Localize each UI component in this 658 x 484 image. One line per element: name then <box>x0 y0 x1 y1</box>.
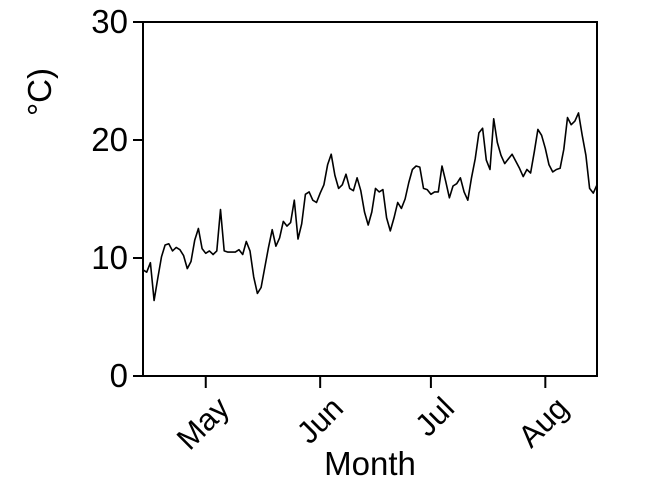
y-tick-label-0: 0 <box>109 357 128 394</box>
x-axis-label: Month <box>324 445 416 482</box>
y-tick-label-10: 10 <box>91 239 128 276</box>
y-tick-label-20: 20 <box>91 121 128 158</box>
y-tick-label-30: 30 <box>91 3 128 40</box>
temperature-line <box>142 112 598 302</box>
plot-box <box>142 21 598 377</box>
